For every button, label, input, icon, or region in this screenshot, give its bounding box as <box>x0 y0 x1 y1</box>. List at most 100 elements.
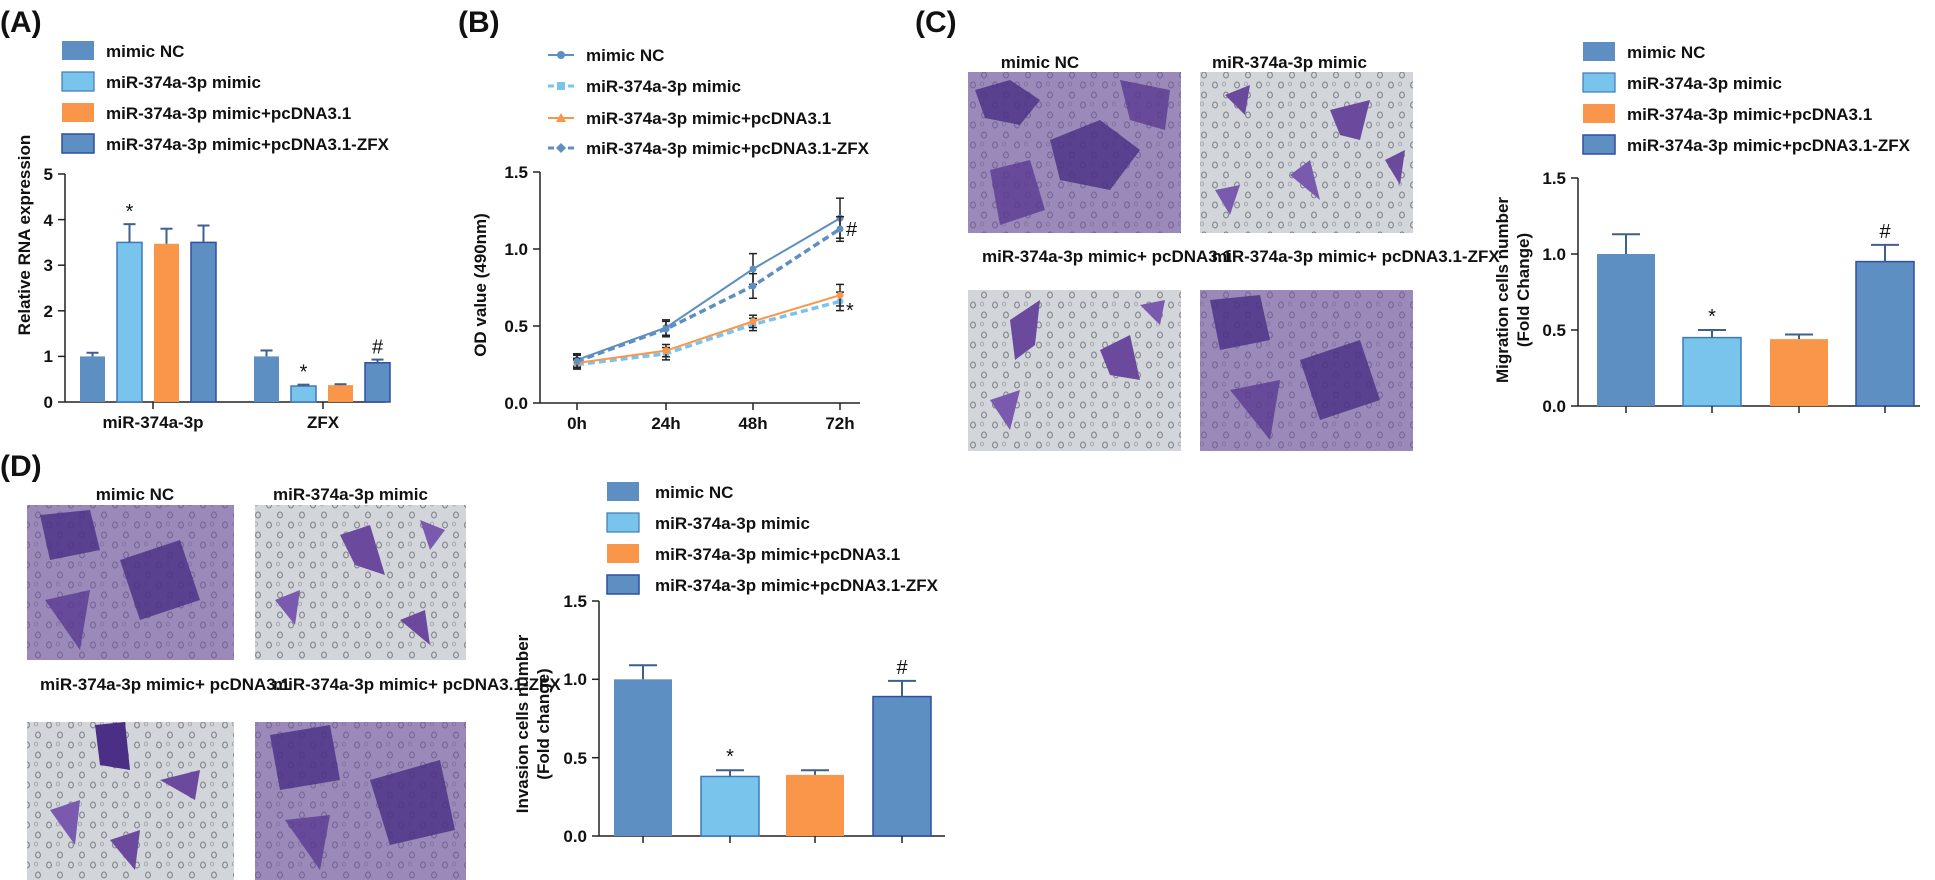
y-tick-label-d-2: 1.0 <box>563 670 587 689</box>
micrograph-d-0-cell-cluster <box>40 510 100 560</box>
y-tick-label-b-3: 1.5 <box>504 163 528 182</box>
y-tick-label-a-1: 1 <box>44 347 53 366</box>
micrograph-d-caption-1: miR-374a-3p mimic <box>273 485 428 504</box>
legend-c-swatch-mimic-nc <box>1583 42 1615 61</box>
y-axis-label-d-line2: (Fold change) <box>534 668 553 779</box>
y-tick-label-c-3: 1.5 <box>1542 169 1566 188</box>
annotation-b-star: * <box>846 300 854 322</box>
x-tick-label-b-1: 24h <box>651 414 680 433</box>
y-tick-label-a-5: 5 <box>44 165 53 184</box>
micrograph-c-caption-2: miR-374a-3p mimic+ pcDNA3.1 <box>982 247 1232 266</box>
micrograph-c-3-cell-cluster-2 <box>1300 340 1380 420</box>
legend-c-label-mir-zfx: miR-374a-3p mimic+pcDNA3.1-ZFX <box>1627 136 1911 155</box>
micrograph-d-caption-0: mimic NC <box>96 485 174 504</box>
x-tick-label-a-1: ZFX <box>307 413 340 432</box>
bar-c-mir-mimic <box>1682 336 1742 407</box>
legend-d-label-mir-pcdna: miR-374a-3p mimic+pcDNA3.1 <box>655 545 900 564</box>
panel-b: mimic NC miR-374a-3p mimic miR-374a-3p m… <box>471 46 870 433</box>
legend-b-label-mimic-nc: mimic NC <box>586 46 664 65</box>
point-b-mir-zfx-0 <box>573 357 581 365</box>
legend-d-swatch-mir-zfx <box>606 574 640 595</box>
x-tick-label-a-0: miR-374a-3p <box>102 413 203 432</box>
bar-a-mir-zfx-1-annotation: # <box>372 337 384 359</box>
bars-c: *# <box>1597 221 1915 413</box>
legend-c-label-mimic-nc: mimic NC <box>1627 43 1705 62</box>
bar-a-mimic-nc-0 <box>80 356 105 402</box>
legend-c: mimic NC miR-374a-3p mimic miR-374a-3p m… <box>1582 42 1911 155</box>
y-tick-label-c-1: 0.5 <box>1542 321 1566 340</box>
y-axis-d: 0.0 0.5 1.0 1.5 <box>563 592 600 846</box>
y-axis-label-d-line1: Invasion cells number <box>513 634 532 813</box>
micrograph-d-mir-zfx <box>255 722 466 880</box>
y-tick-label-d-0: 0.0 <box>563 827 587 846</box>
legend-label-mir-pcdna: miR-374a-3p mimic+pcDNA3.1 <box>106 104 351 123</box>
bar-a-mir-zfx-1 <box>364 362 391 403</box>
y-axis-b: 0.0 0.5 1.0 1.5 <box>504 163 541 413</box>
y-tick-label-b-2: 1.0 <box>504 240 528 259</box>
micrograph-c-1-cell-4 <box>1385 150 1405 185</box>
micrograph-d-1-cell-2 <box>275 590 300 625</box>
micrograph-d-caption-2: miR-374a-3p mimic+ pcDNA3.1 <box>40 675 290 694</box>
bar-a-mir-pcdna-0 <box>154 243 179 402</box>
legend-c-label-mir-mimic: miR-374a-3p mimic <box>1627 74 1782 93</box>
bars-d: *# <box>614 657 932 843</box>
bar-d-mir-mimic <box>700 775 760 837</box>
bar-c-mimic-nc <box>1597 254 1655 406</box>
y-axis-a: 0 1 2 3 4 5 <box>44 165 66 412</box>
micrograph-c-mimic-nc <box>968 72 1181 233</box>
y-tick-label-d-1: 0.5 <box>563 749 587 768</box>
legend-marker-mimic-nc <box>557 51 565 59</box>
y-axis-label-b: OD value (490nm) <box>471 213 490 357</box>
micrograph-c-0-cell-cluster-4 <box>1120 80 1170 130</box>
micrographs-d: mimic NC miR-374a-3p mimic miR-374a-3p m… <box>27 485 561 880</box>
micrograph-c-mir-pcdna <box>968 290 1181 451</box>
micrograph-c-2-cell-2 <box>1100 335 1140 380</box>
bar-d-mir-mimic-annotation: * <box>726 746 734 768</box>
micrograph-c-3-cell-cluster <box>1210 295 1270 350</box>
point-b-mimic-nc-2 <box>749 265 757 273</box>
legend-swatch-mimic-nc <box>62 41 94 60</box>
legend-d: mimic NC miR-374a-3p mimic miR-374a-3p m… <box>606 482 939 595</box>
legend-d-swatch-mimic-nc <box>607 482 639 501</box>
bar-a-mimic-nc-1 <box>254 356 279 402</box>
legend-label-mimic-nc: mimic NC <box>106 42 184 61</box>
legend-marker-mir-mimic <box>557 82 565 90</box>
bar-c-mir-pcdna <box>1770 339 1828 406</box>
micrograph-c-2-background <box>968 290 1181 451</box>
micrograph-c-0-cell-cluster <box>975 80 1040 125</box>
x-tick-label-b-0: 0h <box>567 414 587 433</box>
micrograph-c-1-cell-5 <box>1215 185 1240 215</box>
micrograph-d-2-cell-3 <box>50 800 80 845</box>
bar-a-mir-mimic-1-annotation: * <box>300 362 308 384</box>
line-b-mir-zfx <box>576 227 841 364</box>
legend-b-label-mir-mimic: miR-374a-3p mimic <box>586 77 741 96</box>
micrograph-d-0-cell-cluster-3 <box>45 590 90 650</box>
legend-marker-mir-pcdna <box>556 113 566 122</box>
line-b-mir-pcdna <box>576 294 841 364</box>
point-b-mir-pcdna-2 <box>749 317 757 325</box>
panel-label-c: (C) <box>915 6 957 39</box>
y-tick-label-a-4: 4 <box>44 211 54 230</box>
micrograph-d-3-cell-cluster-2 <box>370 760 455 845</box>
point-b-mir-zfx-2 <box>749 282 757 290</box>
micrograph-c-2-cell-4 <box>1140 300 1165 325</box>
legend-c-swatch-mir-mimic <box>1582 72 1616 93</box>
panel-c-chart: mimic NC miR-374a-3p mimic miR-374a-3p m… <box>1493 42 1920 416</box>
y-tick-label-b-1: 0.5 <box>504 317 528 336</box>
bar-d-mimic-nc <box>614 679 672 836</box>
y-axis-label-c-line1: Migration cells number <box>1493 197 1512 383</box>
micrograph-d-1-cell-3 <box>400 610 430 645</box>
legend-d-label-mir-zfx: miR-374a-3p mimic+pcDNA3.1-ZFX <box>655 576 939 595</box>
y-tick-label-c-0: 0.0 <box>1542 397 1566 416</box>
legend-label-mir-zfx: miR-374a-3p mimic+pcDNA3.1-ZFX <box>106 135 390 154</box>
micrograph-d-2-cell-2 <box>160 770 200 800</box>
bar-d-mir-zfx <box>872 695 932 837</box>
micrograph-c-2-cell <box>1010 300 1040 360</box>
micrographs-c: mimic NC miR-374a-3p mimic miR-374a-3p m… <box>968 53 1500 451</box>
bar-a-mir-zfx-0 <box>190 241 217 403</box>
point-b-mir-zfx-3 <box>836 225 844 233</box>
micrograph-c-caption-3: miR-374a-3p mimic+ pcDNA3.1-ZFX <box>1212 247 1500 266</box>
point-b-mir-pcdna-1 <box>662 347 670 355</box>
legend-b: mimic NC miR-374a-3p mimic miR-374a-3p m… <box>548 46 870 158</box>
legend-a: mimic NC miR-374a-3p mimic miR-374a-3p m… <box>61 41 390 154</box>
